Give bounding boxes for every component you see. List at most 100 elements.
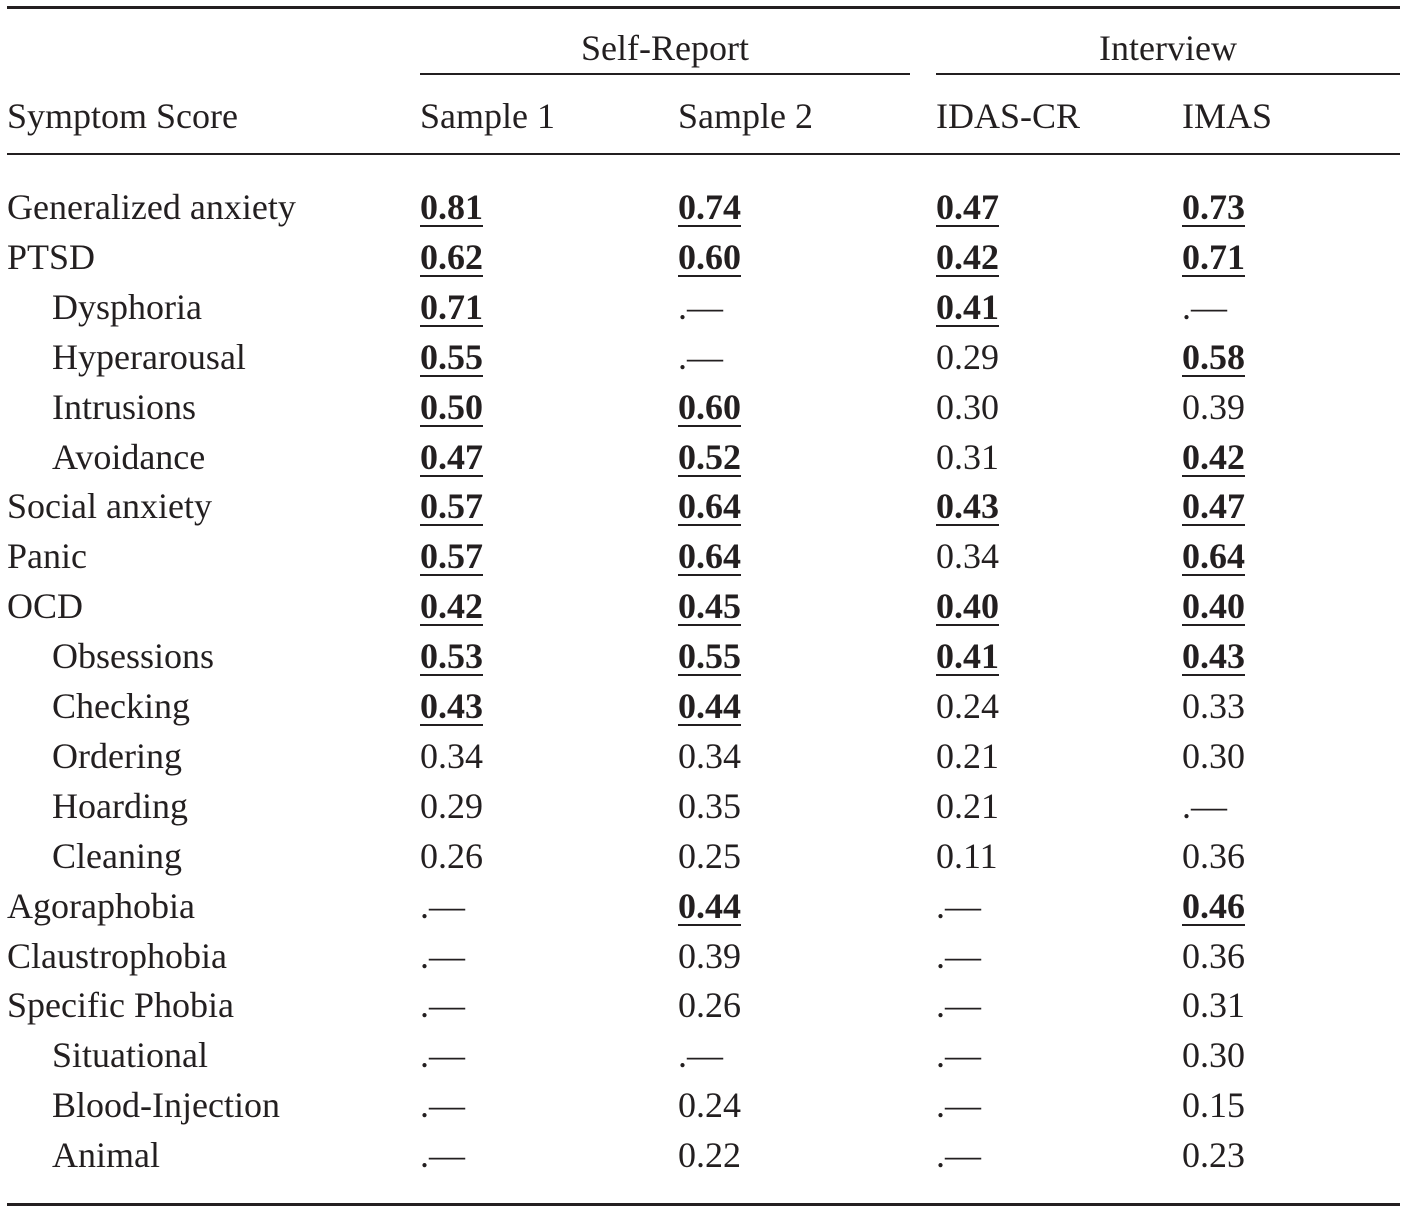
column-header: Sample 2 [678,96,813,136]
cell: 0.29 [936,336,999,377]
group-header: Interview [1099,28,1237,68]
cell: 0.57 [420,536,483,577]
cell: .— [678,286,723,327]
cell: 0.73 [1182,187,1245,227]
cell: 0.40 [936,586,999,627]
row-label: Panic [7,536,87,577]
cell: .— [936,1035,981,1076]
cell: 0.26 [678,985,741,1026]
cell: 0.24 [678,1085,741,1126]
cell: 0.74 [678,187,741,227]
cell: 0.35 [678,785,741,826]
cell: 0.64 [1182,536,1245,577]
cell: 0.31 [936,436,999,477]
cell: 0.47 [936,187,999,227]
cell: 0.39 [1182,386,1245,427]
header-rule [7,153,1400,155]
cell: 0.45 [678,586,741,627]
cell: 0.42 [1182,436,1245,477]
row-label: PTSD [7,236,96,277]
cell: .— [420,1035,465,1076]
row-label: Obsessions [52,636,215,677]
cell: .— [678,336,723,377]
cell: 0.30 [1182,1035,1245,1076]
cell: 0.57 [420,486,483,527]
row-label: Intrusions [52,386,196,427]
row-label: Ordering [52,735,182,776]
cell: 0.36 [1182,935,1245,976]
cell: 0.55 [420,336,483,377]
row-label: Generalized anxiety [7,187,296,227]
cell: 0.55 [678,636,741,677]
row-label: Hyperarousal [52,336,246,377]
cell: 0.60 [678,386,741,427]
row-label: Agoraphobia [7,885,195,926]
top-rule [7,6,1400,9]
cell: 0.64 [678,486,741,527]
cell: 0.29 [420,785,483,826]
cell: 0.71 [1182,236,1245,277]
column-header: Sample 1 [420,96,555,136]
row-label: Checking [52,686,190,726]
cell: 0.46 [1182,885,1245,926]
cell: 0.34 [420,735,483,776]
cell: .— [936,985,981,1026]
cell: .— [936,885,981,926]
cell: 0.41 [936,286,999,327]
cell: .— [420,1085,465,1126]
cell: .— [936,1135,981,1176]
row-label: Dysphoria [52,286,202,327]
cell: 0.21 [936,785,999,826]
cell: 0.31 [1182,985,1245,1026]
cell: 0.43 [1182,636,1245,677]
cell: 0.53 [420,636,483,677]
row-label: Avoidance [52,436,206,477]
group-rule [420,73,910,75]
cell: 0.23 [1182,1135,1245,1176]
cell: .— [420,1135,465,1176]
cell: 0.43 [420,686,483,726]
cell: 0.41 [936,636,999,677]
cell: 0.33 [1182,686,1245,726]
cell: .— [936,1085,981,1126]
cell: .— [1182,286,1227,327]
row-label: Social anxiety [7,486,212,527]
cell: 0.43 [936,486,999,527]
cell: 0.21 [936,735,999,776]
column-header: Symptom Score [7,96,238,136]
cell: 0.64 [678,536,741,577]
cell: 0.11 [936,835,998,876]
cell: 0.71 [420,286,483,327]
cell: 0.52 [678,436,741,477]
cell: .— [1182,785,1227,826]
cell: 0.42 [420,586,483,627]
row-label: OCD [7,586,84,627]
cell: 0.25 [678,835,741,876]
cell: 0.47 [420,436,483,477]
row-label: Blood-Injection [52,1085,280,1126]
cell: 0.42 [936,236,999,277]
cell: 0.62 [420,236,483,277]
cell: 0.44 [678,885,741,926]
cell: .— [420,885,465,926]
cell: .— [420,935,465,976]
cell: 0.36 [1182,835,1245,876]
cell: 0.15 [1182,1085,1245,1126]
cell: 0.81 [420,187,483,227]
group-rule [936,73,1400,75]
cell: 0.26 [420,835,483,876]
cell: 0.39 [678,935,741,976]
cell: 0.40 [1182,586,1245,627]
cell: 0.30 [936,386,999,427]
group-header: Self-Report [581,28,749,68]
cell: .— [936,935,981,976]
cell: 0.50 [420,386,483,427]
cell: 0.22 [678,1135,741,1176]
cell: .— [420,985,465,1026]
cell: 0.58 [1182,336,1245,377]
cell: 0.47 [1182,486,1245,527]
cell: 0.34 [936,536,999,577]
row-label: Claustrophobia [7,935,227,976]
cell: 0.34 [678,735,741,776]
